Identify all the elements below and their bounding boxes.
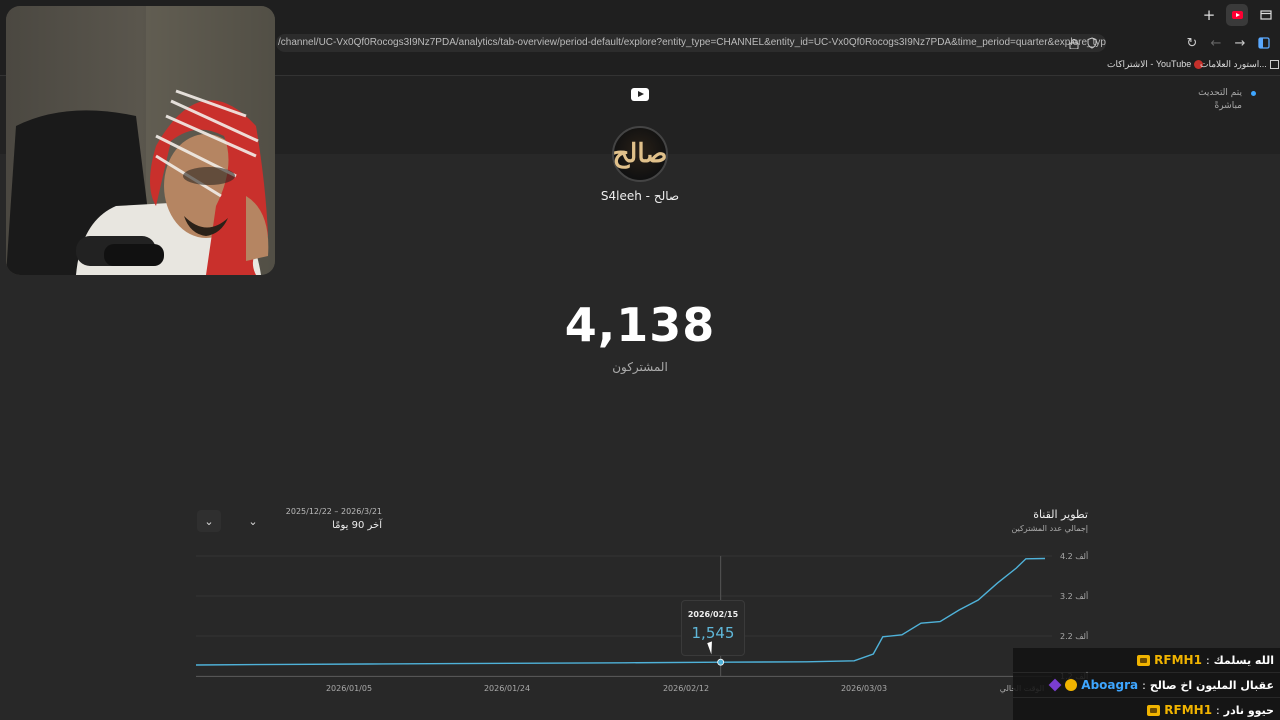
tooltip-date: 2026/02/15: [687, 610, 739, 619]
chat-message-row: عقبال المليون اخ صالح : Aboagra: [1013, 673, 1280, 697]
chevron-down-icon: ⌄: [204, 514, 214, 528]
forward-button[interactable]: →: [1230, 33, 1250, 53]
chat-message: عقبال المليون اخ صالح: [1149, 678, 1274, 692]
chat-message: الله يسلمك: [1213, 653, 1274, 667]
avatar-logo: صالح: [612, 139, 668, 169]
import-icon: [1269, 60, 1279, 69]
live-status-sub: مباشرةً: [1214, 101, 1242, 111]
diamond-badge-icon: [1048, 678, 1062, 692]
chart-tooltip: 2026/02/15 1,545: [681, 600, 745, 656]
plus-icon: +: [1202, 6, 1216, 24]
series-line: [195, 557, 1046, 666]
y-tick-label: 4.2 ألف: [1060, 551, 1088, 561]
chat-username: Aboagra: [1081, 678, 1139, 692]
bookmark-label: استورد العلامات...: [1200, 59, 1267, 69]
date-range: 2025/12/22 – 2026/3/21: [285, 507, 382, 516]
y-tick-label: 2.2 ألف: [1060, 631, 1088, 641]
url-text: /channel/UC-Vx0Qf0Rocogs3I9Nz7PDA/analyt…: [278, 37, 1106, 48]
back-button[interactable]: ←: [1206, 33, 1226, 53]
url-field[interactable]: /channel/UC-Vx0Qf0Rocogs3I9Nz7PDA/analyt…: [276, 34, 1106, 52]
crown-badge-icon: [1137, 654, 1151, 666]
bookmarks-bar: الاشتراكات - YouTube استورد العلامات...: [0, 56, 1280, 76]
sidebar-toggle-button[interactable]: [1254, 33, 1274, 53]
bookmark-subscriptions[interactable]: الاشتراكات - YouTube: [1107, 59, 1204, 70]
youtube-icon: [1231, 11, 1243, 19]
sidebar-icon: [1258, 37, 1270, 49]
chat-username: RFMH1: [1154, 653, 1202, 667]
subscriber-label: المشتركون: [612, 360, 668, 374]
youtube-icon: [1194, 60, 1204, 69]
youtube-logo-icon[interactable]: [631, 88, 649, 101]
crown-badge-icon: [1147, 704, 1161, 716]
live-status-text: يتم التحديث: [1198, 88, 1242, 98]
youtube-tab[interactable]: [1226, 4, 1248, 26]
chart-subtitle: إجمالي عدد المشتركين: [1011, 524, 1088, 533]
subscriber-count: 4,138: [564, 298, 716, 352]
member-badge-icon: [1065, 679, 1078, 691]
live-indicator-icon: [1251, 91, 1256, 96]
tooltip-value: 1,545: [691, 624, 735, 642]
chat-message: حيوو نادر: [1223, 703, 1274, 717]
reload-button[interactable]: ↻: [1182, 33, 1202, 53]
x-tick-label: 2026/02/12: [663, 684, 709, 693]
reload-icon: ↻: [1186, 35, 1198, 51]
new-tab-button[interactable]: +: [1198, 4, 1220, 26]
chat-message-row: الله يسلمك : RFMH1: [1013, 648, 1280, 672]
range-dropdown-button[interactable]: ⌄: [241, 510, 265, 532]
metric-dropdown-button[interactable]: ⌄: [197, 510, 221, 532]
chat-separator: :: [1216, 703, 1220, 717]
bookmark-label: الاشتراكات - YouTube: [1107, 59, 1192, 69]
x-tick-label: 2026/01/24: [484, 684, 530, 693]
channel-name: S4leeh - صالح: [600, 189, 680, 203]
streamer-photo: [6, 6, 275, 275]
webcam-overlay: [6, 6, 275, 275]
shield-icon[interactable]: [1082, 33, 1102, 53]
chat-separator: :: [1205, 653, 1210, 667]
bookmark-import[interactable]: استورد العلامات...: [1200, 59, 1279, 70]
x-tick-label: 2026/03/03: [841, 684, 887, 693]
chat-username: RFMH1: [1164, 703, 1213, 717]
tab-menu-button[interactable]: [1255, 4, 1277, 26]
chat-separator: :: [1142, 678, 1146, 692]
chart-title: تطوير القناة: [1033, 508, 1088, 521]
chat-overlay: الله يسلمك : RFMH1 عقبال المليون اخ صالح…: [1013, 648, 1280, 720]
y-tick-label: 3.2 ألف: [1060, 591, 1088, 601]
range-label: آخر 90 يومًا: [332, 520, 382, 531]
x-tick-label: 2026/01/05: [326, 684, 372, 693]
arrow-left-icon: ←: [1210, 35, 1222, 51]
channel-avatar[interactable]: صالح: [612, 126, 668, 182]
lock-icon[interactable]: [1064, 33, 1084, 53]
live-status: يتم التحديث مباشرةً: [1198, 87, 1242, 113]
chat-message-row: حيوو نادر : RFMH1: [1013, 698, 1280, 720]
arrow-right-icon: →: [1234, 35, 1246, 51]
highlight-point: [717, 658, 725, 666]
chevron-down-icon: ⌄: [248, 514, 258, 528]
window-icon: [1260, 10, 1272, 20]
